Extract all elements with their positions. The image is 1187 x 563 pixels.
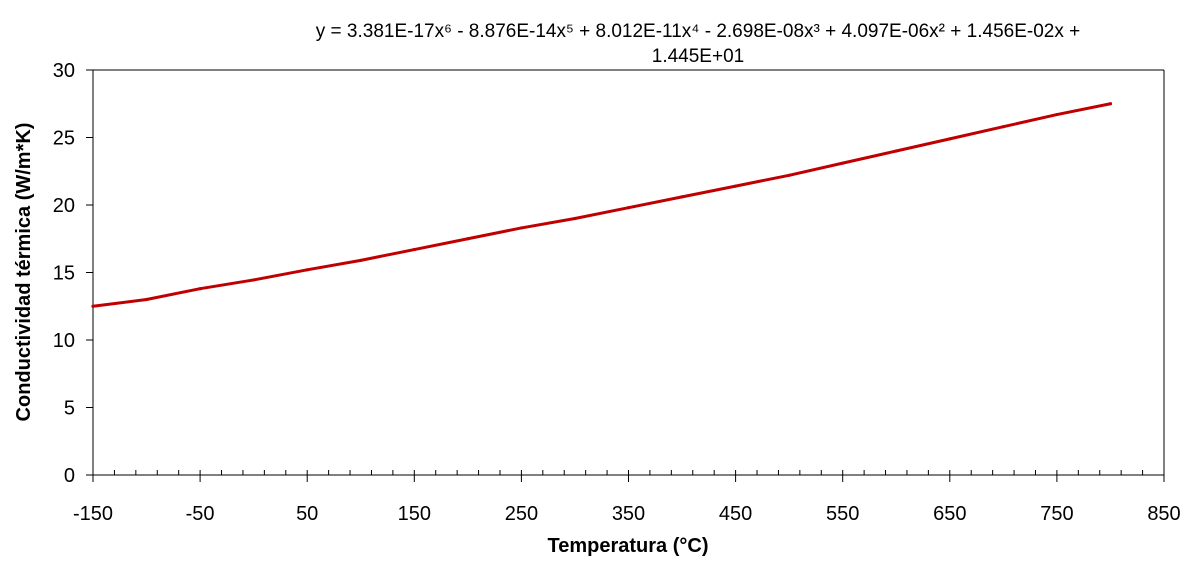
trendline-equation-line2: 1.445E+01 — [652, 46, 744, 67]
x-axis-title: Temperatura (°C) — [548, 535, 709, 557]
y-tick-label: 20 — [53, 195, 75, 217]
y-tick-label: 25 — [53, 128, 75, 150]
x-tick-label: 350 — [612, 503, 645, 525]
y-axis-title: Conductividad térmica (W/m*K) — [13, 123, 35, 422]
series-line — [91, 102, 1112, 308]
series-points — [91, 102, 1113, 308]
x-tick-label: 550 — [826, 503, 859, 525]
series-point — [841, 161, 845, 165]
series-point — [787, 173, 791, 177]
x-major-ticks — [92, 475, 1165, 482]
series-point — [252, 278, 256, 282]
y-tick-labels: 0 5 10 15 20 25 30 — [53, 60, 75, 487]
y-tick-label: 15 — [53, 263, 75, 285]
y-major-ticks — [86, 69, 93, 476]
series-point — [626, 206, 631, 210]
series-point — [948, 137, 952, 141]
series-point — [1001, 125, 1005, 129]
x-minor-ticks — [113, 470, 1144, 475]
series-point — [894, 149, 898, 153]
series-point — [412, 247, 416, 252]
x-tick-label: 750 — [1040, 503, 1073, 525]
x-tick-label: 850 — [1147, 503, 1180, 525]
x-tick-label: -150 — [73, 503, 113, 525]
x-tick-label: 50 — [296, 503, 318, 525]
series-point — [680, 195, 684, 199]
y-tick-label: 30 — [53, 60, 75, 82]
y-tick-label: 10 — [53, 330, 75, 352]
series-point — [305, 268, 309, 272]
x-tick-label: 250 — [505, 503, 538, 525]
series-point — [1108, 102, 1113, 106]
series-point — [144, 297, 149, 302]
series-point — [1055, 112, 1059, 117]
x-tick-label: 150 — [398, 503, 431, 525]
series-point — [359, 258, 363, 262]
x-tick-label: -50 — [186, 503, 215, 525]
x-tick-label: 450 — [719, 503, 752, 525]
y-tick-label: 0 — [64, 465, 75, 487]
series-point — [734, 184, 738, 188]
series-point — [466, 237, 470, 241]
x-tick-labels: -150 -50 50 150 250 350 450 550 650 750 850 — [73, 503, 1181, 525]
y-tick-label: 5 — [64, 398, 75, 420]
series-point — [198, 287, 202, 291]
trendline-equation-line1: y = 3.381E-17x⁶ - 8.876E-14x⁵ + 8.012E-1… — [316, 21, 1080, 42]
x-tick-label: 650 — [933, 503, 966, 525]
series-point — [91, 304, 95, 308]
series-point — [519, 226, 524, 230]
series-point — [573, 216, 577, 221]
